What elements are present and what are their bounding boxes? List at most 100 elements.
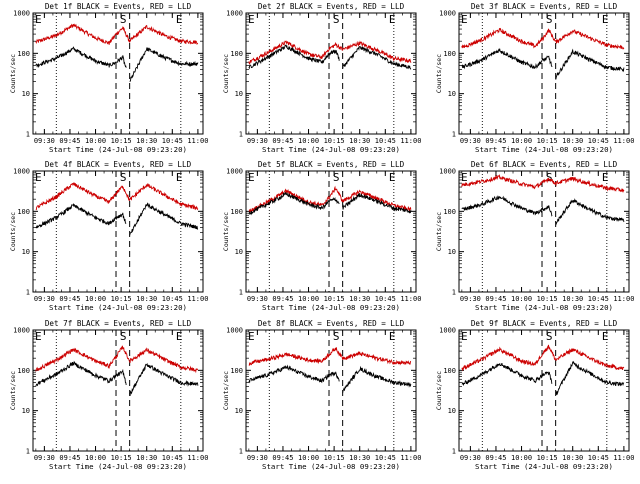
x-tick-label: 10:45 [588, 454, 609, 462]
y-axis-label: Counts/sec [9, 54, 17, 93]
x-axis-label: Start Time (24-Jul-08 09:23:20) [49, 303, 187, 312]
x-tick-label: 10:00 [511, 137, 532, 145]
y-tick-label: 1000 [226, 168, 243, 176]
lld-series-line [35, 23, 199, 45]
y-axis-label: Counts/sec [9, 212, 17, 251]
y-tick-label: 10 [448, 90, 456, 98]
lld-series-line [248, 347, 412, 366]
y-tick-label: 10 [22, 90, 30, 98]
x-tick-label: 09:45 [272, 295, 293, 303]
x-tick-label: 09:30 [460, 137, 481, 145]
x-axis-label: Start Time (24-Jul-08 09:23:20) [49, 145, 187, 154]
x-tick-label: 09:45 [485, 137, 506, 145]
marker-letter: E [461, 171, 468, 184]
x-tick-label: 11:00 [187, 137, 208, 145]
y-tick-label: 1 [26, 448, 30, 456]
y-axis-label: Counts/sec [9, 371, 17, 410]
events-series-line [35, 46, 199, 83]
x-axis-label: Start Time (24-Jul-08 09:23:20) [49, 462, 187, 471]
x-axis-label: Start Time (24-Jul-08 09:23:20) [262, 303, 400, 312]
x-tick-label: 10:45 [162, 295, 183, 303]
x-tick-label: 10:15 [324, 295, 345, 303]
x-tick-label: 09:45 [272, 454, 293, 462]
chart-panel-5: Det 5f BLACK = Events, RED = LLD 1 10 100 10… [222, 160, 421, 312]
y-tick-label: 1 [452, 289, 456, 297]
x-tick-label: 10:15 [324, 137, 345, 145]
marker-letter: E [176, 171, 183, 184]
chart-title: Det 5f BLACK = Events, RED = LLD [258, 160, 405, 169]
marker-letter: E [176, 330, 183, 343]
chart-panel-3: Det 3f BLACK = Events, RED = LLD 1 10 100 10… [435, 2, 634, 154]
y-tick-label: 1 [26, 289, 30, 297]
y-tick-label: 1 [26, 131, 30, 139]
y-tick-label: 1000 [439, 327, 456, 335]
y-axis-label: Counts/sec [435, 212, 443, 251]
x-tick-label: 09:30 [460, 454, 481, 462]
y-tick-label: 1000 [13, 327, 30, 335]
x-tick-label: 09:30 [34, 295, 55, 303]
y-tick-label: 1000 [439, 10, 456, 18]
x-tick-label: 09:45 [59, 137, 80, 145]
y-tick-label: 1 [239, 448, 243, 456]
events-series-line [35, 360, 199, 396]
y-tick-label: 1 [239, 131, 243, 139]
plot-frame [32, 170, 204, 293]
x-tick-label: 11:00 [400, 295, 421, 303]
events-series-line [248, 191, 412, 216]
x-tick-label: 10:00 [298, 137, 319, 145]
x-axis-label: Start Time (24-Jul-08 09:23:20) [475, 303, 613, 312]
x-tick-label: 10:15 [111, 295, 132, 303]
x-tick-label: 10:45 [375, 295, 396, 303]
chart-title: Det 3f BLACK = Events, RED = LLD [471, 2, 618, 11]
chart-panel-2: Det 2f BLACK = Events, RED = LLD 1 10 100 10… [222, 2, 421, 154]
marker-letter: E [389, 330, 396, 343]
marker-letter: E [602, 330, 609, 343]
events-series-line [461, 195, 625, 226]
marker-letter: E [35, 330, 42, 343]
marker-letter: E [248, 330, 255, 343]
marker-letter: E [248, 171, 255, 184]
plot-frame [245, 329, 417, 452]
x-axis-label: Start Time (24-Jul-08 09:23:20) [475, 145, 613, 154]
chart-title: Det 4f BLACK = Events, RED = LLD [45, 160, 192, 169]
x-tick-label: 10:30 [349, 454, 370, 462]
events-series-line [461, 360, 625, 396]
x-tick-label: 09:45 [59, 454, 80, 462]
x-tick-label: 10:15 [111, 137, 132, 145]
chart-panel-8: Det 8f BLACK = Events, RED = LLD 1 10 100 10… [222, 319, 421, 471]
x-tick-label: 10:30 [349, 295, 370, 303]
y-tick-label: 1 [452, 131, 456, 139]
events-series-line [35, 202, 199, 236]
chart-title: Det 9f BLACK = Events, RED = LLD [471, 319, 618, 328]
chart-title: Det 2f BLACK = Events, RED = LLD [258, 2, 405, 11]
plot-frame [32, 329, 204, 452]
y-tick-label: 100 [443, 50, 456, 58]
x-tick-label: 11:00 [613, 295, 634, 303]
x-tick-label: 11:00 [187, 295, 208, 303]
marker-letter: E [389, 171, 396, 184]
y-axis-label: Counts/sec [222, 54, 230, 93]
x-axis-label: Start Time (24-Jul-08 09:23:20) [475, 462, 613, 471]
chart-title: Det 7f BLACK = Events, RED = LLD [45, 319, 192, 328]
marker-letter: S [333, 330, 340, 343]
marker-letter: S [120, 13, 127, 26]
y-tick-label: 1000 [13, 168, 30, 176]
x-tick-label: 10:45 [588, 137, 609, 145]
x-tick-label: 09:45 [485, 295, 506, 303]
x-tick-label: 10:00 [511, 295, 532, 303]
chart-panel-7: Det 7f BLACK = Events, RED = LLD 1 10 100 10… [9, 319, 208, 471]
x-tick-label: 10:15 [324, 454, 345, 462]
x-tick-label: 09:30 [247, 295, 268, 303]
x-tick-label: 11:00 [613, 454, 634, 462]
marker-letter: E [461, 13, 468, 26]
x-tick-label: 10:15 [537, 454, 558, 462]
marker-letter: S [333, 13, 340, 26]
chart-title: Det 6f BLACK = Events, RED = LLD [471, 160, 618, 169]
x-tick-label: 10:15 [537, 295, 558, 303]
x-tick-label: 09:30 [460, 295, 481, 303]
y-tick-label: 100 [230, 50, 243, 58]
x-tick-label: 10:00 [85, 454, 106, 462]
events-series-line [461, 47, 625, 80]
marker-letter: E [389, 13, 396, 26]
